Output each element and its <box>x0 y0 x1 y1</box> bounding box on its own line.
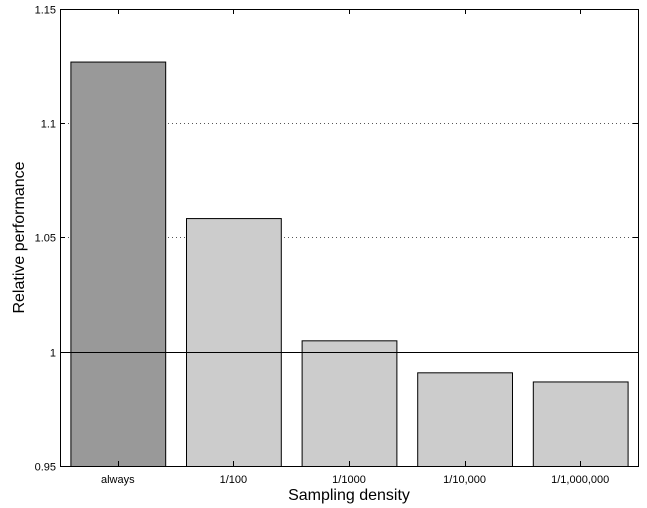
y-tick-label-1: 1 <box>50 348 56 360</box>
x-tick-label-2: 1/1000 <box>332 474 366 486</box>
x-tick-label-1: 1/100 <box>220 474 248 486</box>
bar-1 <box>186 218 282 467</box>
x-tick-label-3: 1/10,000 <box>443 474 486 486</box>
y-axis-ticks: 0.95 1 1.05 1.1 1.15 <box>35 5 638 474</box>
x-tick-label-0: always <box>101 474 135 486</box>
bar-3 <box>417 372 513 467</box>
y-tick-label-3: 1.1 <box>41 119 56 131</box>
bar-0 <box>70 61 167 468</box>
x-axis-label: Sampling density <box>288 487 410 504</box>
x-tick-label-4: 1/1,000,000 <box>551 474 609 486</box>
y-tick-label-0: 0.95 <box>35 462 56 474</box>
x-axis-ticks: always 1/100 1/1000 1/10,000 1/1,000,000 <box>101 9 609 486</box>
y-axis-label: Relative performance <box>11 161 28 313</box>
bar-2 <box>301 340 398 468</box>
y-tick-label-4: 1.15 <box>35 5 56 17</box>
y-tick-label-2: 1.05 <box>35 233 56 245</box>
bar-4 <box>532 381 629 467</box>
bars <box>70 61 629 468</box>
